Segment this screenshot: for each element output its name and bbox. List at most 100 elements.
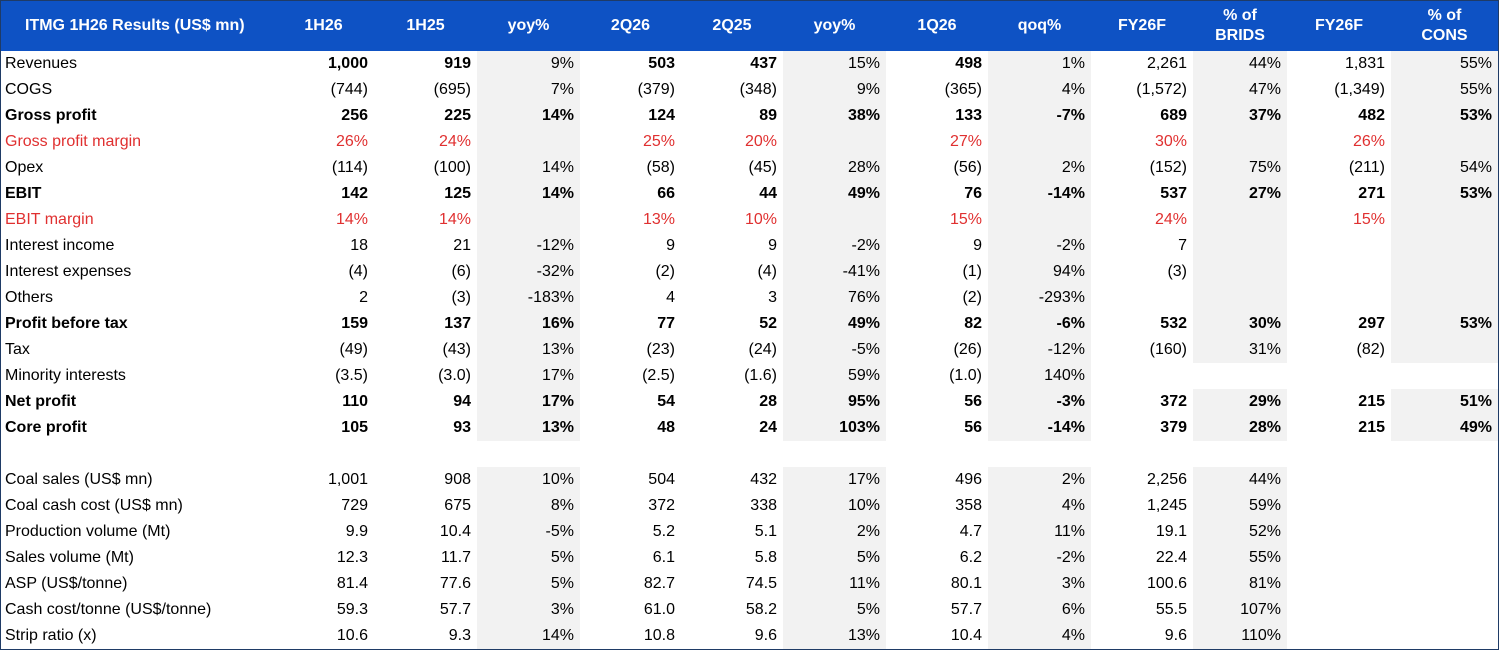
table-cell: 137 bbox=[444, 315, 471, 332]
table-cell bbox=[988, 207, 1091, 233]
table-cell: -2% bbox=[783, 233, 886, 259]
table-cell: 9.3 bbox=[448, 627, 471, 644]
table-cell: 28% bbox=[783, 155, 886, 181]
table-cell: 372 bbox=[1160, 393, 1187, 410]
table-cell: (82) bbox=[1356, 341, 1385, 358]
col-header-pct-of-cons: % of CONS bbox=[1391, 1, 1498, 51]
table-cell: 9.6 bbox=[1164, 627, 1187, 644]
table-cell: 159 bbox=[341, 315, 368, 332]
table-cell: (2) bbox=[962, 289, 982, 306]
table-cell: (3.5) bbox=[335, 367, 368, 384]
table-cell bbox=[1391, 207, 1498, 233]
table-row: Revenues 1,000 919 9% 503 437 15% 498 1% 2,261 44%… bbox=[1, 51, 1498, 77]
table-cell: 100.6 bbox=[1146, 575, 1187, 592]
table-cell: 225 bbox=[444, 107, 471, 124]
table-cell: 49% bbox=[783, 181, 886, 207]
col-header-yoy-half: yoy% bbox=[477, 1, 580, 51]
table-cell: -14% bbox=[988, 181, 1091, 207]
table-cell: (26) bbox=[953, 341, 982, 358]
table-cell bbox=[1287, 493, 1391, 519]
table-cell: 1,001 bbox=[327, 471, 368, 488]
table-cell: 12.3 bbox=[336, 549, 368, 566]
table-cell bbox=[1193, 441, 1287, 467]
table-row: Production volume (Mt) 9.9 10.4 -5% 5.2 5.1 2%… bbox=[1, 519, 1498, 545]
row-label: Production volume (Mt) bbox=[5, 523, 171, 540]
table-cell: 4% bbox=[988, 493, 1091, 519]
table-cell: 142 bbox=[341, 185, 368, 202]
table-cell: (4) bbox=[757, 263, 777, 280]
table-cell: 9.6 bbox=[754, 627, 777, 644]
table-cell: 14% bbox=[477, 155, 580, 181]
table-cell: 57.7 bbox=[950, 601, 982, 618]
row-label: Others bbox=[5, 289, 54, 306]
table-cell: 13% bbox=[783, 623, 886, 649]
table-cell: 482 bbox=[1358, 107, 1385, 124]
table-cell bbox=[273, 441, 374, 467]
table-cell: 504 bbox=[648, 471, 675, 488]
table-cell: 338 bbox=[750, 497, 777, 514]
row-label: Opex bbox=[5, 159, 44, 176]
table-row: Net profit 110 94 17% 54 28 95% 56 -3% 372 29% 215 5… bbox=[1, 389, 1498, 415]
table-cell: 532 bbox=[1160, 315, 1187, 332]
table-cell: (100) bbox=[433, 159, 471, 176]
table-cell: 76 bbox=[964, 185, 982, 202]
table-row: Tax (49) (43) 13% (23) (24) -5% (26) -12% (160) 31… bbox=[1, 337, 1498, 363]
table-cell: 14% bbox=[477, 181, 580, 207]
table-cell: 215 bbox=[1358, 393, 1385, 410]
table-row: Coal cash cost (US$ mn) 729 675 8% 372 338 10%… bbox=[1, 493, 1498, 519]
table-cell: 11.7 bbox=[441, 549, 471, 566]
table-cell: 5% bbox=[477, 545, 580, 571]
row-label: Coal sales (US$ mn) bbox=[5, 471, 153, 488]
table-cell bbox=[374, 441, 477, 467]
table-cell: 81% bbox=[1193, 571, 1287, 597]
table-cell bbox=[1287, 571, 1391, 597]
table-cell bbox=[1193, 259, 1287, 285]
table-cell: 53% bbox=[1391, 103, 1498, 129]
table-cell: 2% bbox=[988, 155, 1091, 181]
row-label: Cash cost/tonne (US$/tonne) bbox=[5, 601, 212, 618]
row-label: Minority interests bbox=[5, 367, 126, 384]
table-cell: 256 bbox=[341, 107, 368, 124]
table-cell: (1.6) bbox=[744, 367, 777, 384]
table-cell bbox=[1391, 467, 1498, 493]
table-cell: 11% bbox=[783, 571, 886, 597]
table-cell: 17% bbox=[477, 389, 580, 415]
table-cell bbox=[886, 441, 988, 467]
table-cell: -12% bbox=[477, 233, 580, 259]
table-cell: (56) bbox=[953, 159, 982, 176]
table-row: Strip ratio (x) 10.6 9.3 14% 10.8 9.6 13% 10.4 4… bbox=[1, 623, 1498, 649]
table-row: Others 2 (3) -183% 4 3 76% (2) -293% bbox=[1, 285, 1498, 311]
table-cell: (43) bbox=[442, 341, 471, 358]
table-cell: 9% bbox=[477, 51, 580, 77]
table-cell: 15% bbox=[949, 211, 982, 228]
table-cell bbox=[1193, 363, 1287, 389]
col-header-1q26: 1Q26 bbox=[886, 1, 988, 51]
table-cell: 10% bbox=[783, 493, 886, 519]
table-cell: 14% bbox=[335, 211, 368, 228]
table-cell: 297 bbox=[1358, 315, 1385, 332]
table-cell: 908 bbox=[444, 471, 471, 488]
table-cell: 53% bbox=[1391, 311, 1498, 337]
row-label: EBIT margin bbox=[5, 211, 94, 228]
table-cell: 503 bbox=[648, 55, 675, 72]
table-cell: (211) bbox=[1348, 159, 1385, 176]
table-row: Profit before tax 159 137 16% 77 52 49% 82 -6% 53… bbox=[1, 311, 1498, 337]
table-row: Core profit 105 93 13% 48 24 103% 56 -14% 379 28% 2… bbox=[1, 415, 1498, 441]
table-cell: 6.1 bbox=[652, 549, 675, 566]
table-cell: 2 bbox=[359, 289, 368, 306]
table-cell: 21 bbox=[453, 237, 471, 254]
table-cell: 24 bbox=[759, 419, 777, 436]
table-cell bbox=[477, 441, 580, 467]
table-cell: 26% bbox=[335, 133, 368, 150]
table-cell: 49% bbox=[783, 311, 886, 337]
table-cell: 2% bbox=[988, 467, 1091, 493]
table-cell: (1,572) bbox=[1136, 81, 1187, 98]
table-cell: 89 bbox=[759, 107, 777, 124]
table-cell: (24) bbox=[748, 341, 777, 358]
table-cell bbox=[1287, 233, 1391, 259]
header-row: ITMG 1H26 Results (US$ mn) 1H26 1H25 yoy… bbox=[1, 1, 1498, 51]
table-row: Interest expenses (4) (6) -32% (2) (4) -41% (1)… bbox=[1, 259, 1498, 285]
table-cell: 10.8 bbox=[643, 627, 675, 644]
table-cell: (152) bbox=[1149, 159, 1187, 176]
table-cell: 11% bbox=[988, 519, 1091, 545]
